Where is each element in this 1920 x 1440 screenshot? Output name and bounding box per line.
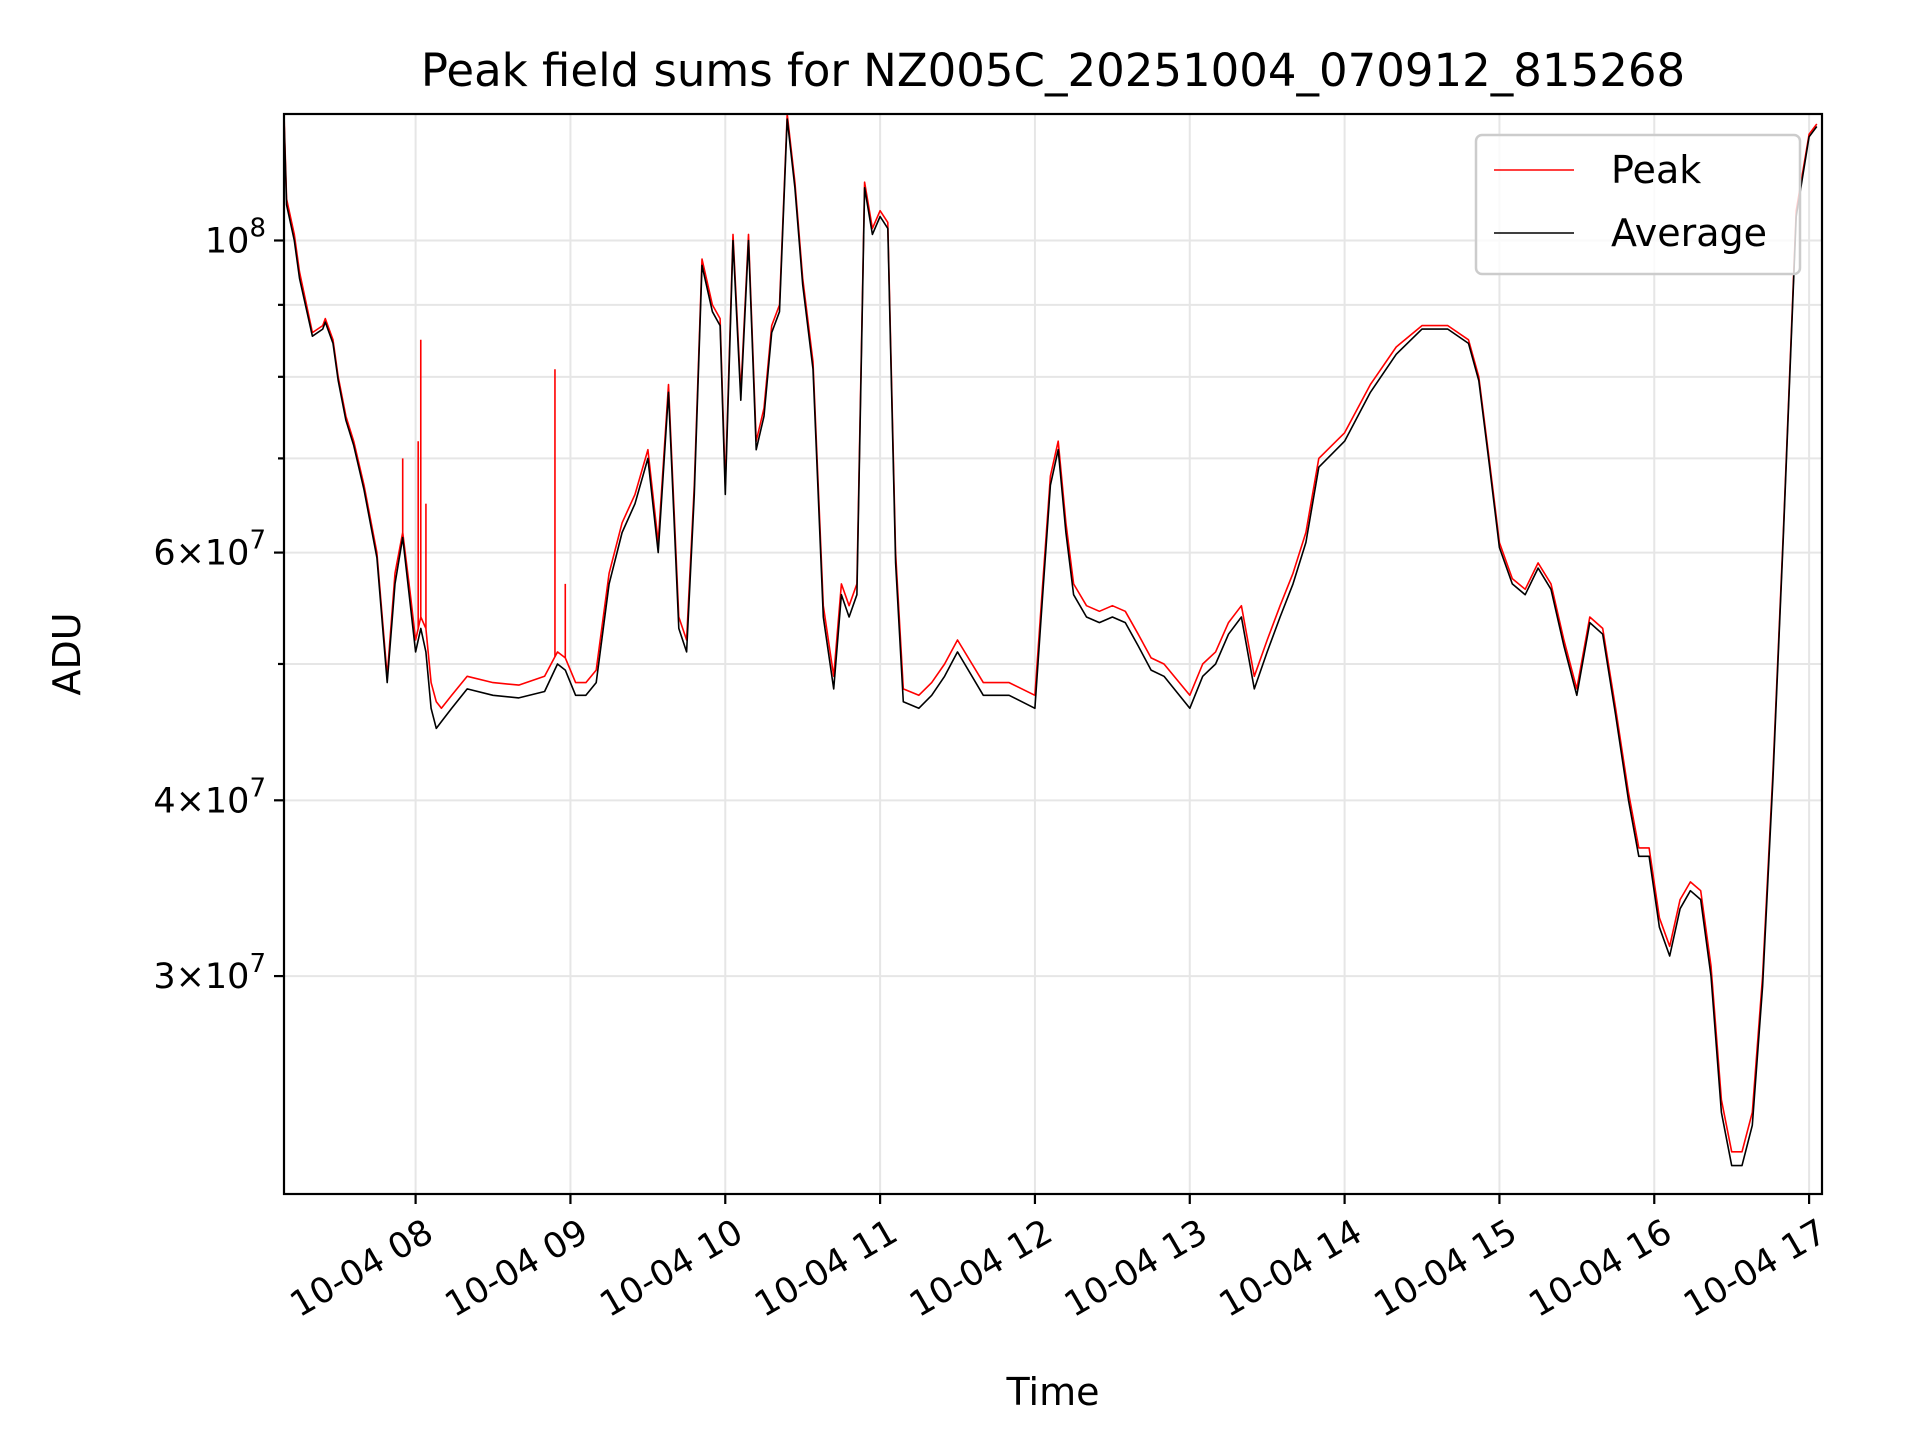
x-tick-label: 10-04 17 (1677, 1212, 1833, 1325)
legend-label-average: Average (1611, 211, 1767, 255)
y-axis-label: ADU (45, 612, 89, 695)
x-tick-label: 10-04 09 (439, 1212, 595, 1325)
x-axis-label: Time (1006, 1370, 1100, 1414)
y-tick-label: 108 (205, 213, 266, 261)
grid-lines (284, 114, 1822, 1194)
y-tick-label: 6×107 (153, 526, 266, 574)
plot-frame (282, 112, 1824, 1196)
x-tick-label: 10-04 12 (903, 1212, 1059, 1325)
x-tick-label: 10-04 08 (284, 1212, 440, 1325)
series-line-average (283, 118, 1818, 1167)
x-tick-label: 10-04 16 (1522, 1212, 1678, 1325)
x-tick-label: 10-04 11 (748, 1212, 904, 1325)
legend: Peak Average (1474, 133, 1802, 276)
y-tick-label: 3×107 (153, 949, 266, 997)
x-tick-label: 10-04 10 (593, 1212, 749, 1325)
x-tick-label: 10-04 15 (1368, 1212, 1524, 1325)
y-tick-label: 4×107 (153, 773, 266, 821)
chart-title: Peak field sums for NZ005C_20251004_0709… (421, 44, 1685, 97)
x-tick-label: 10-04 13 (1058, 1212, 1214, 1325)
y-axis-ticks: 3×107 4×107 6×107 108 (153, 213, 284, 997)
series-lines (283, 113, 1818, 1167)
x-tick-label: 10-04 14 (1213, 1212, 1369, 1325)
legend-label-peak: Peak (1611, 148, 1701, 192)
